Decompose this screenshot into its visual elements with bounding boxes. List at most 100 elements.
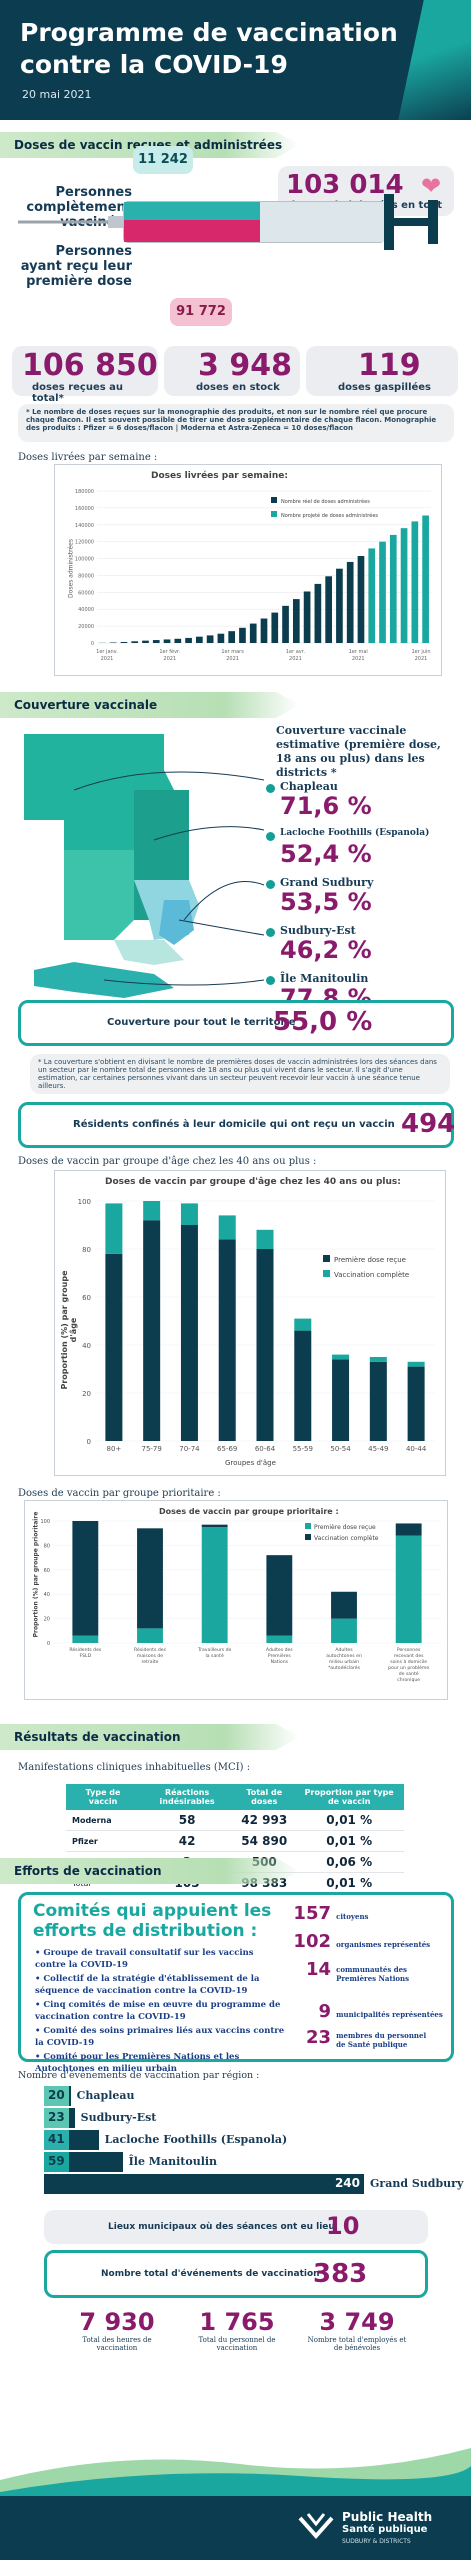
- district-name-sudbury-est: Sudbury-Est: [280, 924, 356, 937]
- event-bar: 41: [44, 2130, 99, 2150]
- x-tick-label: Nations: [271, 1659, 289, 1665]
- x-tick-label: chronique: [397, 1677, 420, 1683]
- table-cell: 42 993: [234, 1810, 295, 1831]
- x-tick-label: 1er févr.: [159, 648, 180, 655]
- bar-actual: [357, 556, 365, 643]
- age-legend: Première dose reçue Vaccination complète: [323, 1255, 409, 1279]
- x-tick-label: retraite: [141, 1659, 158, 1665]
- y-tick-label: 100: [78, 1198, 91, 1206]
- age-legend-full-swatch: [323, 1270, 330, 1277]
- bar-complete: [332, 1354, 350, 1360]
- x-tick-label: 70-74: [179, 1445, 200, 1453]
- coverage-heading: Couverture vaccinale estimative (premièr…: [276, 724, 441, 779]
- territory-coverage-box: Couverture pour tout le territoire 55,0 …: [18, 1000, 454, 1046]
- syringe-icon: [18, 190, 458, 260]
- homebound-value: 494: [401, 1109, 456, 1139]
- bar-actual: [292, 599, 300, 643]
- y-tick-label: 40: [82, 1342, 91, 1350]
- bar-projected: [379, 541, 386, 643]
- committee-text: Groupe de travail consultatif sur les va…: [35, 1948, 254, 1970]
- bar-actual: [217, 633, 225, 643]
- bar-first-dose: [143, 1220, 161, 1441]
- list-item: • Collectif de la stratégie d'établissem…: [35, 1974, 260, 1996]
- mci-header-proportion: Proportion par type de vaccin: [294, 1784, 404, 1810]
- legend-actual: Nombre réel de doses administrées: [271, 497, 378, 505]
- x-tick-label: Premières: [268, 1652, 291, 1659]
- event-count: 240: [334, 2176, 360, 2190]
- section-efforts-title: Efforts de vaccination: [14, 1864, 162, 1878]
- age-xlabel: Groupes d'âge: [225, 1459, 276, 1467]
- bar-projected: [389, 534, 397, 643]
- district-name-manitoulin: Île Manitoulin: [280, 972, 369, 985]
- legend-actual-swatch: [271, 497, 277, 503]
- logo-line1: Public Health: [342, 2510, 433, 2524]
- y-tick-label: 20: [44, 1617, 50, 1623]
- bar-first-dose: [105, 1253, 123, 1441]
- x-tick-label: 1er mai: [349, 649, 368, 655]
- y-tick-label: 60: [82, 1294, 91, 1302]
- y-tick-label: 40000: [78, 607, 94, 613]
- list-item: • Comité des soins primaires liés aux va…: [35, 2026, 285, 2048]
- header-banner: Programme de vaccination contre la COVID…: [0, 0, 471, 120]
- bar-complete: [331, 1591, 357, 1619]
- y-tick-label: 160000: [75, 506, 94, 512]
- bar-actual: [260, 618, 268, 643]
- events-subtitle: Nombre d'événements de vaccination par r…: [18, 2070, 260, 2081]
- y-tick-label: 40: [44, 1592, 50, 1598]
- stat-row: 23 membres du personnel de Santé publiqu…: [287, 2027, 453, 2059]
- mci-header-row: Type de vaccin Réactions indésirables To…: [66, 1784, 404, 1810]
- x-tick-label: 2021: [163, 656, 176, 662]
- bar-actual: [120, 641, 128, 643]
- x-tick-label: 2021: [415, 656, 428, 662]
- stat-label: communautés des Premières Nations: [336, 1965, 410, 1983]
- bar-complete: [137, 1528, 163, 1629]
- first-dose-value: 91 772: [170, 298, 232, 326]
- district-value-sudbury-est: 46,2 %: [280, 936, 372, 964]
- y-tick-label: 0: [91, 641, 94, 647]
- section-results-title: Résultats de vaccination: [14, 1730, 181, 1744]
- y-tick-label: 20: [82, 1390, 91, 1398]
- bar-complete: [180, 1203, 198, 1225]
- legend-actual-label: Nombre réel de doses administrées: [281, 499, 370, 505]
- stat-label: organismes représentés: [336, 1940, 431, 1949]
- bar-first-dose: [332, 1359, 350, 1441]
- table-row: Pfizer 42 54 890 0,01 %: [66, 1830, 404, 1852]
- footer-wave: [0, 2440, 471, 2500]
- age-chart-svg: 100 80 60 40 20 0 80+ 75-79 70-74 65-69 60-64 55-59…: [78, 1198, 435, 1453]
- stat-value: 9: [318, 2001, 331, 2022]
- bottom-stat-value: 1 765: [199, 2308, 275, 2336]
- table-cell: 42: [140, 1830, 235, 1852]
- table-row: Moderna 58 42 993 0,01 %: [66, 1810, 404, 1831]
- bar-actual: [206, 635, 214, 643]
- y-tick-label: 140000: [75, 523, 94, 529]
- event-bar: 59: [44, 2152, 123, 2172]
- event-count: 59: [44, 2152, 69, 2172]
- x-tick-label: 1er juin: [411, 649, 430, 655]
- x-tick-label: 45-49: [368, 1445, 388, 1453]
- legend-projected-swatch: [271, 511, 277, 517]
- district-dot-sudbury-est: [266, 928, 275, 937]
- x-tick-label: autochtones en: [326, 1653, 362, 1659]
- bar-projected: [411, 521, 419, 643]
- x-tick-label: 2021: [101, 656, 114, 662]
- mci-header-type: Type de vaccin: [66, 1784, 141, 1810]
- wasted-label: doses gaspillées: [338, 382, 432, 393]
- bar-actual: [109, 642, 117, 643]
- public-health-logo-icon: [296, 2510, 336, 2546]
- x-tick-label: 55-59: [293, 1445, 313, 1453]
- mci-header-reactions: Réactions indésirables: [140, 1784, 235, 1810]
- list-item: • Comité pour les Premières Nations et l…: [35, 2052, 240, 2074]
- bar-complete: [395, 1523, 422, 1536]
- fully-vaccinated-value: 11 242: [133, 146, 193, 174]
- table-cell: Pfizer: [66, 1830, 141, 1852]
- section-doses-title: Doses de vaccin reçues et administrées: [14, 138, 283, 152]
- stat-row: 9 municipalités représentées: [287, 2001, 453, 2027]
- bar-actual: [271, 612, 279, 643]
- bar-first-dose: [137, 1628, 163, 1643]
- committees-list: • Groupe de travail consultatif sur les …: [35, 1947, 285, 2075]
- bar-first-dose: [294, 1330, 312, 1441]
- committee-text: Comité pour les Premières Nations et les…: [35, 2052, 240, 2074]
- bar-actual: [228, 631, 236, 643]
- total-events-value: 383: [313, 2259, 368, 2289]
- bar-actual: [152, 640, 160, 643]
